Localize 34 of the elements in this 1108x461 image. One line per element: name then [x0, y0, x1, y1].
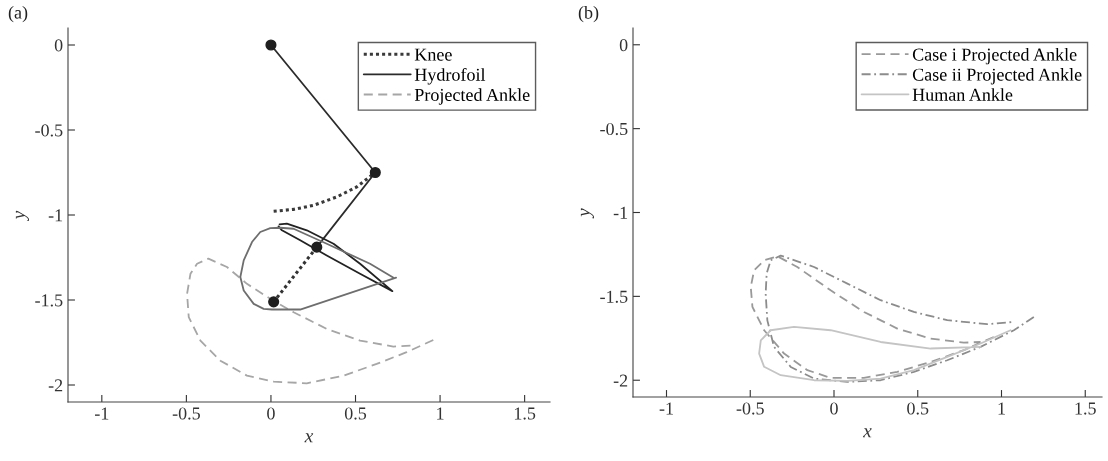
- x-tick-label: 1.5: [514, 407, 536, 420]
- legend-label: Case i Projected Ankle: [912, 47, 1077, 65]
- y-tick-label: 0: [54, 39, 63, 52]
- text: (b): [578, 6, 599, 23]
- y-tick-label: -1: [48, 209, 63, 222]
- y-tick-label: -1.5: [600, 290, 628, 303]
- y-tick-label: -1.5: [35, 294, 63, 307]
- y-tick-label: -2: [48, 379, 63, 392]
- y-tick-label: -1: [613, 206, 628, 219]
- legend-label: Projected Ankle: [414, 88, 530, 105]
- x-tick-label: -1: [659, 402, 673, 415]
- x-tick-label: 0.5: [344, 407, 367, 420]
- x-tick-label: -0.5: [736, 402, 764, 415]
- legend-label: Case ii Projected Ankle: [912, 68, 1082, 85]
- x-tick-label: -0.5: [172, 407, 200, 420]
- text: (a): [8, 6, 28, 23]
- legend-label: Hydrofoil: [414, 67, 486, 85]
- y-axis-title: y: [15, 210, 29, 221]
- x-tick-label: 1.5: [1075, 402, 1096, 415]
- x-tick-label: 1: [437, 407, 444, 420]
- y-axis-title: y: [580, 208, 594, 219]
- x-tick-label: 0: [830, 402, 838, 415]
- x-axis-title: x: [862, 428, 872, 438]
- legend-label: Human Ankle: [912, 88, 1013, 101]
- legend-label: Knee: [414, 48, 452, 61]
- y-tick-label: 0: [619, 39, 628, 52]
- x-tick-label: 0: [267, 407, 275, 420]
- x-tick-label: 1: [998, 402, 1005, 415]
- y-tick-label: -2: [613, 374, 628, 387]
- x-axis-title: x: [304, 433, 314, 443]
- y-tick-label: -0.5: [35, 124, 63, 137]
- x-tick-label: 0.5: [907, 402, 929, 415]
- y-tick-label: -0.5: [600, 122, 628, 136]
- x-tick-label: -1: [94, 407, 109, 420]
